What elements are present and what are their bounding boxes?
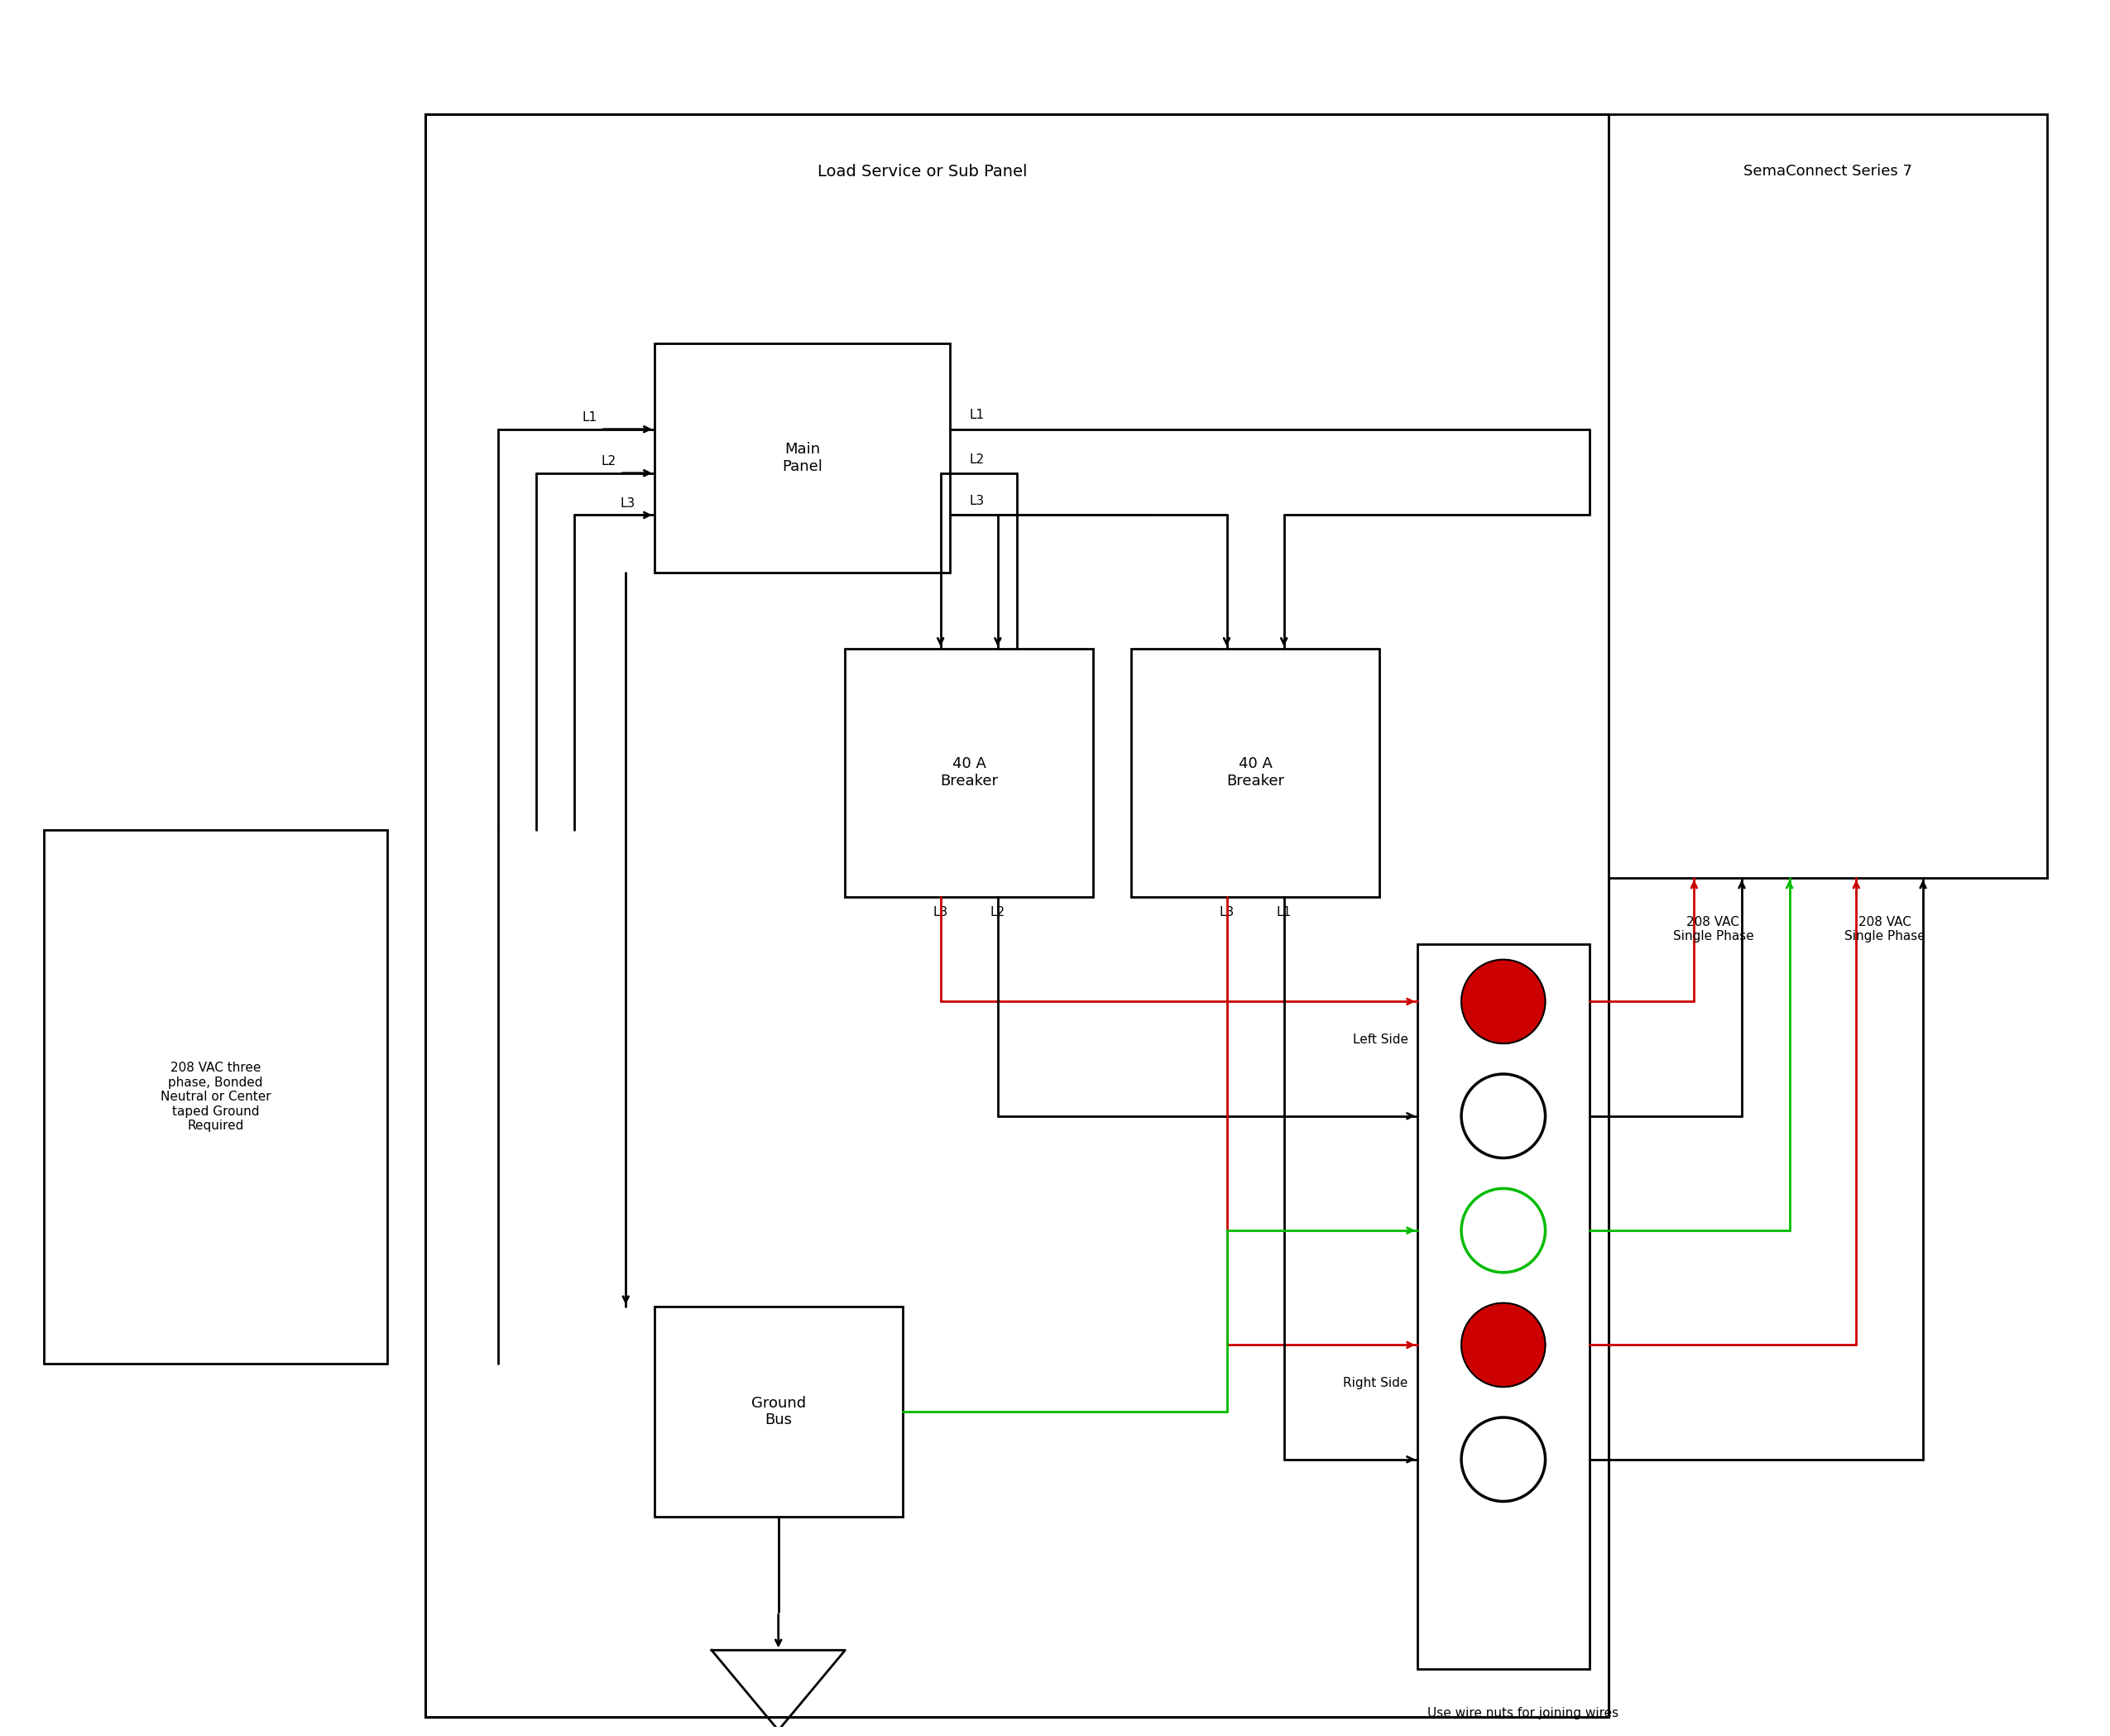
- Text: L2: L2: [601, 455, 616, 467]
- Text: SemaConnect Series 7: SemaConnect Series 7: [1743, 165, 1912, 179]
- Text: 208 VAC three
phase, Bonded
Neutral or Center
taped Ground
Required: 208 VAC three phase, Bonded Neutral or C…: [160, 1062, 270, 1132]
- Bar: [654, 344, 949, 573]
- Text: L2: L2: [968, 453, 983, 465]
- Text: 208 VAC
Single Phase: 208 VAC Single Phase: [1673, 915, 1753, 943]
- Text: L2: L2: [990, 906, 1004, 918]
- Bar: [1418, 944, 1589, 1670]
- Text: Left Side: Left Side: [1353, 1033, 1407, 1045]
- Text: Use wire nuts for joining wires: Use wire nuts for joining wires: [1426, 1708, 1618, 1720]
- Text: L3: L3: [620, 496, 635, 509]
- Text: L3: L3: [933, 906, 947, 918]
- Bar: [1131, 649, 1380, 896]
- Bar: [44, 830, 388, 1364]
- Text: 40 A
Breaker: 40 A Breaker: [941, 757, 998, 788]
- Text: L1: L1: [1277, 906, 1291, 918]
- Text: 40 A
Breaker: 40 A Breaker: [1226, 757, 1285, 788]
- Text: L3: L3: [1220, 906, 1234, 918]
- Bar: [654, 1307, 903, 1517]
- Text: Main
Panel: Main Panel: [783, 441, 823, 474]
- Bar: [426, 115, 1608, 1717]
- Bar: [1608, 115, 2047, 877]
- Text: Ground
Bus: Ground Bus: [751, 1396, 806, 1427]
- Bar: [846, 649, 1093, 896]
- Text: L3: L3: [968, 495, 983, 507]
- Circle shape: [1462, 960, 1545, 1043]
- Text: 208 VAC
Single Phase: 208 VAC Single Phase: [1844, 915, 1924, 943]
- Text: L1: L1: [968, 410, 983, 422]
- Circle shape: [1462, 1304, 1545, 1387]
- Text: L1: L1: [582, 411, 597, 424]
- Text: Load Service or Sub Panel: Load Service or Sub Panel: [817, 163, 1028, 179]
- Text: Right Side: Right Side: [1344, 1377, 1407, 1389]
